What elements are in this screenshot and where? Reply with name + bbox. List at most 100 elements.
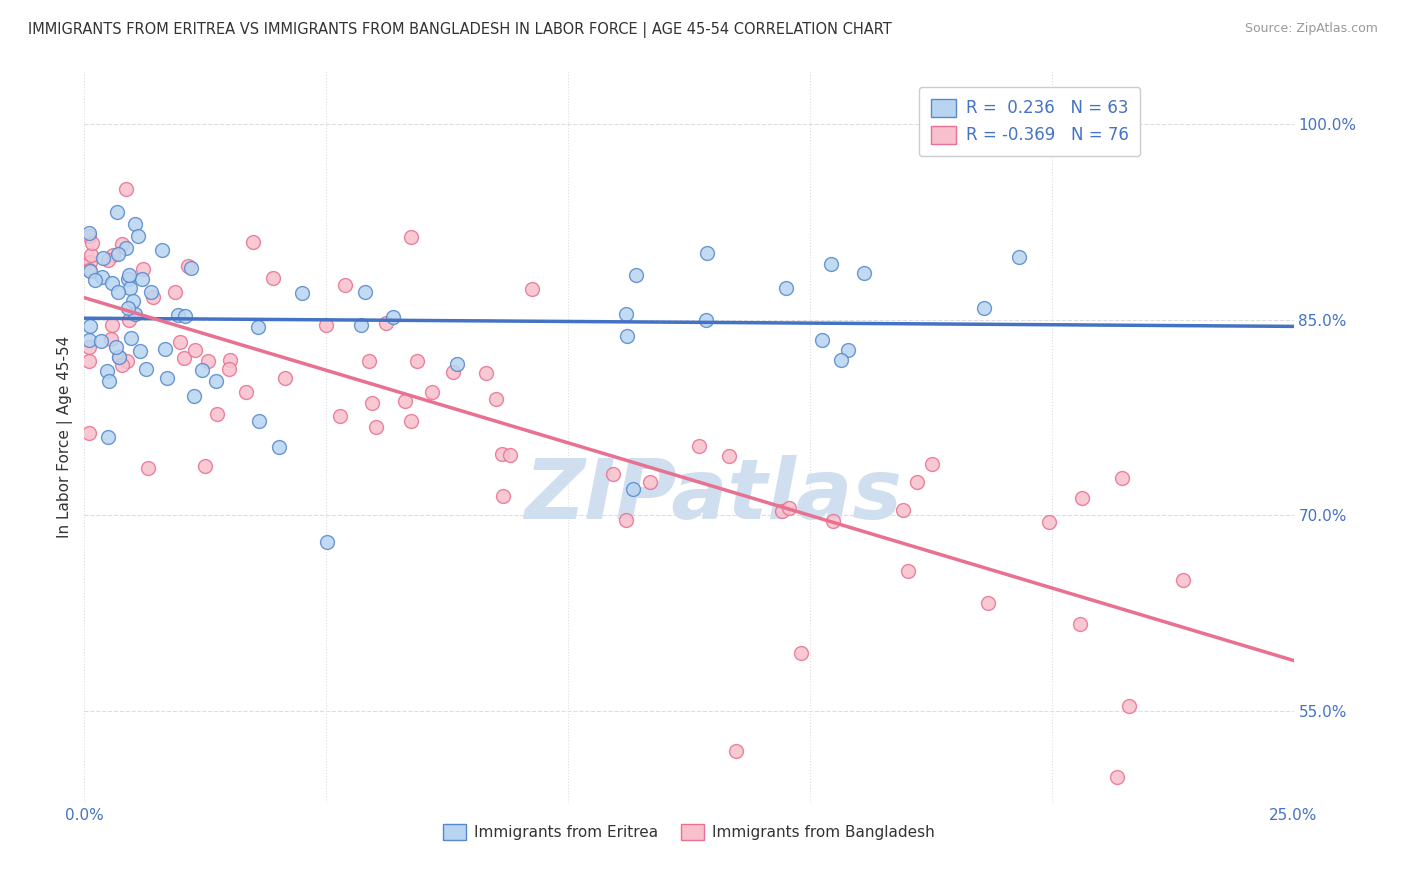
Point xyxy=(357,354,380,368)
Point xyxy=(315,318,337,333)
Point xyxy=(115,241,138,255)
Point xyxy=(364,420,387,434)
Point xyxy=(852,266,875,280)
Point xyxy=(399,229,422,244)
Point xyxy=(891,503,914,517)
Point xyxy=(1105,770,1128,784)
Point xyxy=(621,483,644,497)
Point xyxy=(499,448,522,462)
Point xyxy=(361,395,384,409)
Point xyxy=(110,358,132,372)
Point xyxy=(725,743,748,757)
Point xyxy=(96,364,118,378)
Point xyxy=(101,318,124,333)
Point xyxy=(820,257,842,271)
Point xyxy=(118,268,141,283)
Y-axis label: In Labor Force | Age 45-54: In Labor Force | Age 45-54 xyxy=(58,336,73,538)
Legend: Immigrants from Eritrea, Immigrants from Bangladesh: Immigrants from Eritrea, Immigrants from… xyxy=(437,817,941,847)
Point xyxy=(823,514,845,528)
Point xyxy=(122,293,145,308)
Point xyxy=(107,246,129,260)
Point xyxy=(406,353,429,368)
Point xyxy=(810,334,832,348)
Point xyxy=(905,475,928,490)
Point xyxy=(789,647,811,661)
Point xyxy=(837,343,859,357)
Point xyxy=(97,253,120,268)
Point xyxy=(104,340,127,354)
Point xyxy=(166,308,188,322)
Point xyxy=(150,243,173,257)
Point xyxy=(127,229,149,244)
Point xyxy=(77,226,100,240)
Point xyxy=(235,385,257,400)
Point xyxy=(93,251,115,265)
Point xyxy=(399,414,422,428)
Point xyxy=(218,353,240,368)
Point xyxy=(205,374,228,388)
Point xyxy=(191,362,214,376)
Point xyxy=(1069,617,1091,632)
Point xyxy=(183,343,205,358)
Point xyxy=(77,425,100,440)
Point xyxy=(77,262,100,277)
Point xyxy=(696,246,718,260)
Point xyxy=(118,313,141,327)
Point xyxy=(136,460,159,475)
Point xyxy=(491,446,513,460)
Text: ZIPatlas: ZIPatlas xyxy=(524,455,903,536)
Point xyxy=(616,513,638,527)
Point xyxy=(129,344,152,359)
Point xyxy=(100,276,122,290)
Point xyxy=(394,393,416,408)
Point xyxy=(117,353,139,368)
Point xyxy=(717,450,740,464)
Point xyxy=(614,307,637,321)
Point xyxy=(485,392,508,406)
Point xyxy=(267,441,290,455)
Point xyxy=(117,301,139,316)
Point xyxy=(1118,699,1140,714)
Point xyxy=(1070,491,1092,505)
Point xyxy=(420,384,443,399)
Point xyxy=(132,261,155,276)
Point xyxy=(897,564,920,578)
Point xyxy=(921,457,943,471)
Point xyxy=(770,504,793,518)
Point xyxy=(107,285,129,299)
Point xyxy=(111,237,134,252)
Point xyxy=(79,319,101,334)
Point xyxy=(101,248,124,262)
Point xyxy=(602,467,624,481)
Point xyxy=(135,361,157,376)
Text: Source: ZipAtlas.com: Source: ZipAtlas.com xyxy=(1244,22,1378,36)
Point xyxy=(382,310,405,324)
Point xyxy=(124,217,146,231)
Point xyxy=(197,354,219,368)
Point xyxy=(100,332,122,346)
Point xyxy=(273,371,295,385)
Point xyxy=(77,339,100,353)
Point xyxy=(329,409,352,423)
Point xyxy=(114,182,136,196)
Point xyxy=(522,282,544,296)
Point xyxy=(242,235,264,249)
Point xyxy=(976,596,998,610)
Point xyxy=(624,268,647,283)
Point xyxy=(153,342,176,356)
Point xyxy=(830,352,852,367)
Point xyxy=(77,229,100,244)
Point xyxy=(616,329,638,343)
Point xyxy=(333,278,356,293)
Point xyxy=(107,204,129,219)
Point xyxy=(79,263,101,277)
Point xyxy=(1038,515,1060,529)
Point xyxy=(77,354,100,368)
Point xyxy=(131,272,153,286)
Point xyxy=(120,331,142,345)
Point xyxy=(973,301,995,315)
Point xyxy=(492,489,515,503)
Point xyxy=(97,430,120,444)
Point xyxy=(640,475,662,489)
Point xyxy=(374,316,396,330)
